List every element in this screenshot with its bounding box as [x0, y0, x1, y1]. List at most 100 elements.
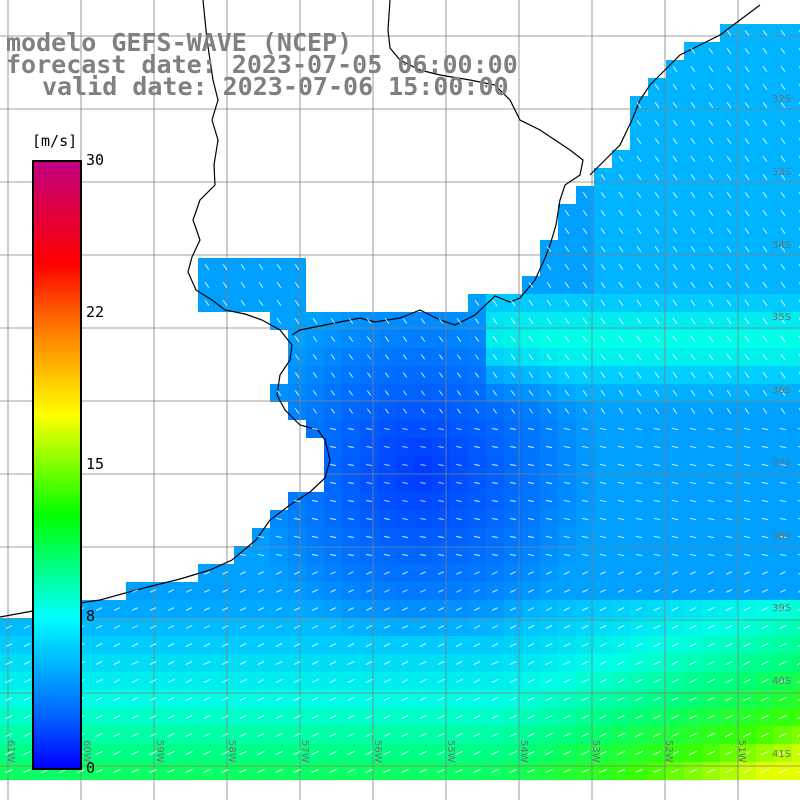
wind-arrow: [293, 518, 301, 520]
wind-arrow: [419, 750, 427, 756]
wind-arrow: [744, 408, 750, 414]
wind-arrow: [599, 732, 607, 738]
wind-arrow: [599, 607, 607, 611]
wind-arrow: [383, 697, 391, 701]
speed-cell: [792, 24, 800, 42]
wind-arrow: [438, 428, 444, 430]
wind-arrow: [582, 300, 588, 306]
wind-arrow: [780, 300, 786, 306]
wind-arrow: [600, 300, 606, 306]
wind-arrow: [257, 643, 265, 647]
wind-arrow: [706, 768, 716, 774]
wind-arrow: [347, 697, 355, 701]
wind-arrow: [635, 625, 643, 629]
wind-arrow: [618, 210, 624, 216]
wind-arrow: [545, 625, 553, 629]
wind-arrow: [473, 625, 481, 629]
wind-arrow: [688, 768, 698, 774]
speed-cell: [792, 690, 800, 708]
wind-arrow: [474, 518, 480, 520]
wind-arrow: [348, 464, 354, 466]
wind-arrow: [492, 482, 498, 484]
wind-arrow: [563, 554, 571, 556]
wind-arrow: [689, 482, 697, 484]
wind-arrow: [438, 518, 444, 520]
wind-arrow: [690, 138, 696, 144]
speed-cell: [792, 672, 800, 690]
wind-arrow: [636, 353, 642, 361]
wind-arrow: [95, 607, 103, 611]
wind-arrow: [420, 428, 426, 430]
wind-arrow: [403, 408, 407, 414]
wind-arrow: [708, 210, 714, 216]
wind-arrow: [761, 642, 769, 648]
wind-arrow: [401, 625, 409, 629]
wind-arrow: [221, 768, 229, 774]
wind-arrow: [725, 660, 733, 666]
wind-arrow: [312, 372, 318, 378]
wind-arrow: [707, 500, 715, 502]
wind-arrow: [510, 317, 516, 325]
wind-arrow: [563, 482, 571, 484]
wind-arrow: [671, 660, 679, 666]
wind-arrow: [473, 643, 481, 647]
wind-arrow: [744, 228, 750, 234]
wind-arrow: [329, 554, 337, 556]
speed-cell: [792, 186, 800, 204]
wind-arrow: [564, 372, 570, 378]
wind-arrow: [582, 210, 588, 216]
speed-cell: [792, 330, 800, 348]
wind-arrow: [383, 750, 391, 756]
wind-arrow: [420, 536, 426, 538]
wind-arrow: [582, 353, 588, 361]
wind-arrow: [563, 536, 571, 538]
wind-arrow: [384, 428, 390, 430]
wind-arrow: [113, 714, 121, 720]
wind-arrow: [131, 625, 139, 629]
wind-arrow: [383, 768, 391, 774]
wind-arrow: [222, 300, 228, 306]
wind-arrow: [707, 625, 715, 629]
wind-arrow: [365, 750, 373, 756]
wind-arrow: [779, 589, 787, 593]
wind-arrow: [131, 589, 139, 593]
wind-arrow: [401, 661, 409, 665]
wind-arrow: [348, 372, 354, 378]
speed-cell: [792, 348, 800, 366]
wind-arrow: [760, 750, 770, 756]
wind-arrow: [510, 335, 516, 343]
wind-arrow: [222, 282, 228, 288]
wind-arrow: [366, 428, 372, 430]
wind-arrow: [725, 554, 733, 556]
wind-arrow: [384, 464, 390, 466]
wind-arrow: [312, 336, 318, 342]
wind-arrow: [492, 464, 498, 466]
wind-arrow: [563, 464, 571, 466]
wind-arrow: [131, 607, 139, 611]
wind-arrow: [743, 714, 751, 720]
wind-arrow: [599, 589, 607, 593]
wind-arrow: [5, 697, 13, 701]
wind-arrow: [689, 571, 697, 575]
wind-arrow: [762, 371, 768, 379]
wind-arrow: [330, 536, 336, 538]
wind-arrow: [779, 428, 787, 430]
wind-arrow: [726, 174, 732, 180]
wind-arrow: [348, 428, 354, 430]
wind-arrow: [743, 428, 751, 430]
wind-arrow: [797, 518, 800, 520]
wind-arrow: [635, 696, 643, 702]
wind-arrow: [348, 482, 354, 484]
wind-arrow: [492, 589, 498, 593]
wind-arrow: [401, 768, 409, 774]
wind-arrow: [761, 446, 769, 448]
wind-arrow: [311, 536, 319, 538]
wind-arrow: [726, 371, 732, 379]
wind-arrow: [690, 408, 696, 414]
wind-arrow: [654, 353, 660, 361]
wind-arrow: [366, 536, 372, 538]
wind-arrow: [672, 408, 678, 414]
speed-cell: [792, 78, 800, 96]
wind-arrow: [653, 660, 661, 666]
wind-arrow: [365, 661, 373, 665]
